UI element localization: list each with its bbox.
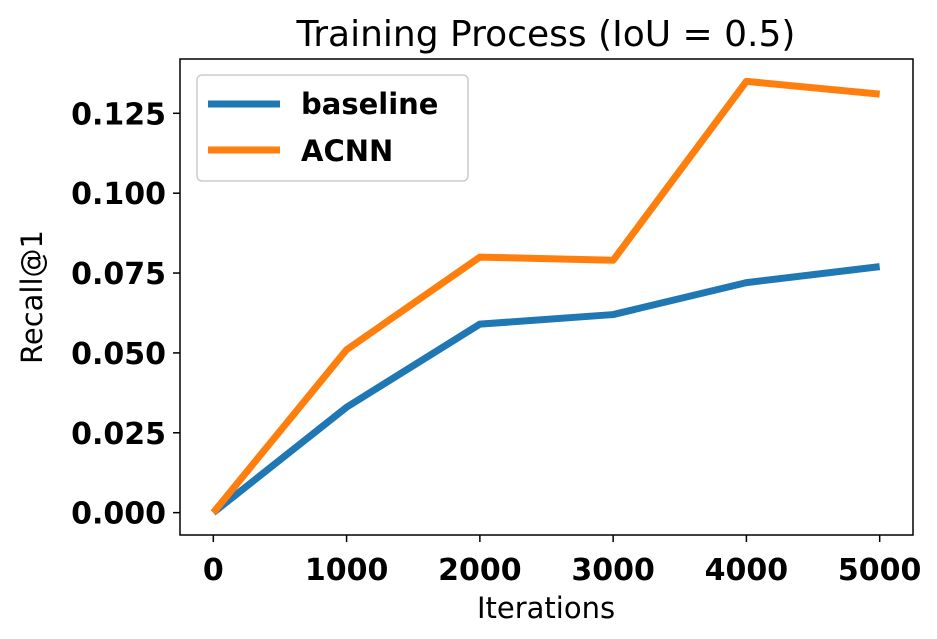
x-tick-label: 0 bbox=[203, 553, 224, 588]
plot-frame bbox=[179, 58, 914, 536]
chart-title: Training Process (IoU = 0.5) bbox=[296, 14, 796, 55]
y-axis-label: Recall@1 bbox=[15, 230, 49, 364]
y-tick-label: 0.075 bbox=[71, 257, 166, 292]
y-tick-label: 0.050 bbox=[71, 337, 166, 372]
series-line-baseline bbox=[211, 263, 881, 516]
y-tick-label: 0.000 bbox=[71, 497, 166, 532]
x-tick-label: 5000 bbox=[838, 553, 922, 588]
y-tick-label: 0.125 bbox=[71, 97, 166, 132]
x-axis: 0 1000 2000 3000 4000 5000 bbox=[203, 535, 922, 588]
series-line-acnn bbox=[210, 77, 881, 515]
y-tick-label: 0.100 bbox=[71, 177, 166, 212]
x-tick-label: 1000 bbox=[305, 553, 389, 588]
y-tick-label: 0.025 bbox=[71, 417, 166, 452]
x-tick-label: 2000 bbox=[438, 553, 522, 588]
x-tick-label: 4000 bbox=[705, 553, 789, 588]
legend-label-acnn: ACNN bbox=[301, 134, 393, 168]
x-tick-label: 3000 bbox=[571, 553, 655, 588]
plot-lines bbox=[210, 77, 881, 516]
legend: baseline ACNN bbox=[196, 74, 469, 182]
x-axis-label: Iterations bbox=[477, 591, 615, 625]
y-axis: 0.000 0.025 0.050 0.075 0.100 0.125 bbox=[71, 97, 180, 532]
legend-label-baseline: baseline bbox=[301, 87, 438, 121]
